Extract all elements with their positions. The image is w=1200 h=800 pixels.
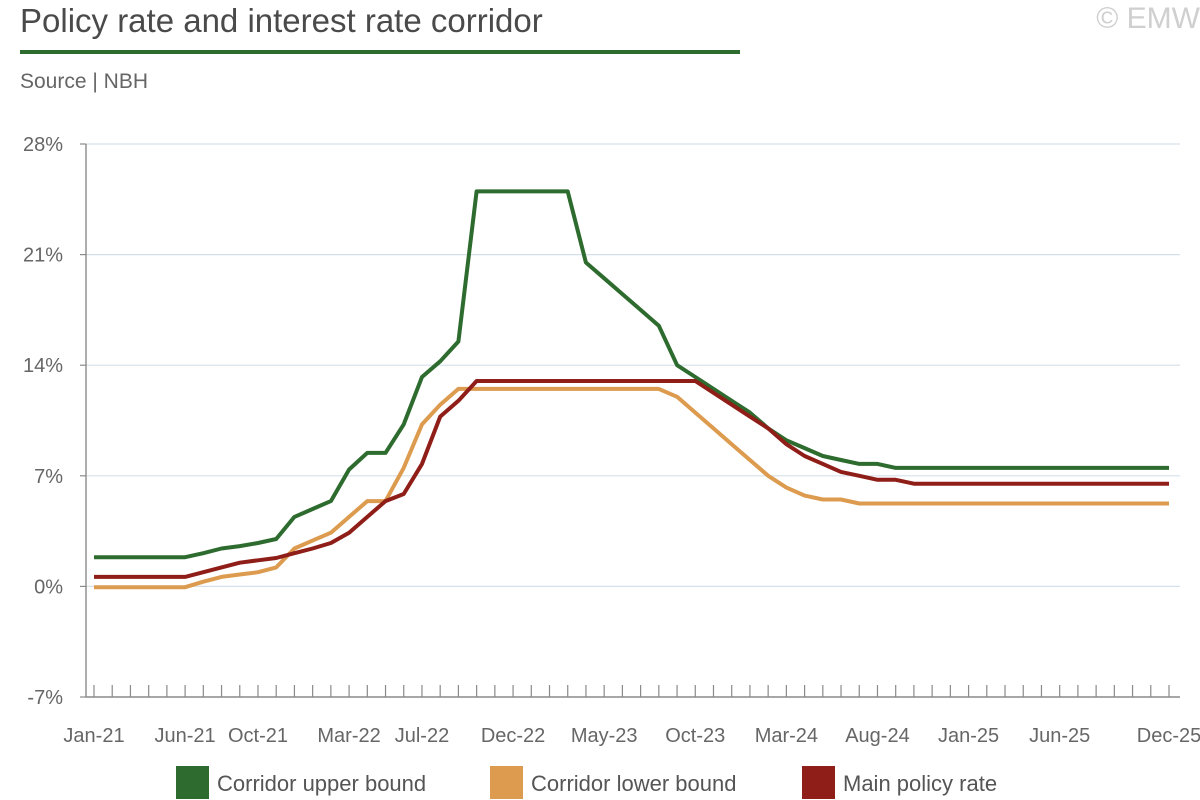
y-tick-label: 21%	[23, 245, 63, 267]
x-tick-label: Aug-24	[845, 725, 910, 747]
legend: Corridor upper bound Corridor lower bound…	[176, 766, 997, 799]
y-tick-label: 14%	[23, 355, 63, 377]
x-tick-label: Oct-21	[228, 725, 288, 747]
legend-swatch-3	[802, 766, 835, 799]
chart-source: Source | NBH	[20, 70, 148, 93]
title-underline	[20, 50, 740, 54]
x-tick-label: Mar-22	[317, 725, 380, 747]
series-line-3	[94, 379, 1169, 579]
x-tick-label: Jan-25	[938, 725, 999, 747]
x-tick-label: Jun-21	[155, 725, 216, 747]
x-tick-label: May-23	[571, 725, 638, 747]
legend-swatch-2	[490, 766, 523, 799]
series-line-2	[94, 386, 1169, 590]
x-tick-label: Dec-22	[481, 725, 545, 747]
series-line-1	[94, 189, 1169, 560]
chart-title: Policy rate and interest rate corridor	[20, 2, 543, 39]
copyright-watermark: © EMW	[1096, 2, 1200, 35]
x-tick-label: Mar-24	[755, 725, 818, 747]
x-tick-label: Oct-23	[665, 725, 725, 747]
legend-label-2: Corridor lower bound	[531, 771, 736, 796]
y-tick-label: 0%	[34, 576, 63, 598]
legend-label-1: Corridor upper bound	[217, 771, 426, 796]
legend-label-3: Main policy rate	[843, 771, 997, 796]
y-tick-label: -7%	[27, 687, 63, 709]
x-tick-label: Jun-25	[1029, 725, 1090, 747]
y-tick-label: 28%	[23, 134, 63, 156]
x-tick-label: Jul-22	[395, 725, 449, 747]
y-tick-label: 7%	[34, 466, 63, 488]
x-axis-tick-labels: Jan-21 Jun-21 Oct-21 Mar-22 Jul-22 Dec-22 May-…	[63, 725, 1200, 747]
x-tick-label: Dec-25	[1137, 725, 1200, 747]
legend-swatch-1	[176, 766, 209, 799]
y-axis-tick-labels: -7% 0% 7% 14% 21% 28%	[23, 134, 63, 709]
gridlines	[86, 143, 1180, 588]
x-tick-label: Jan-21	[63, 725, 124, 747]
series-lines	[94, 189, 1169, 590]
axes	[80, 143, 1180, 698]
